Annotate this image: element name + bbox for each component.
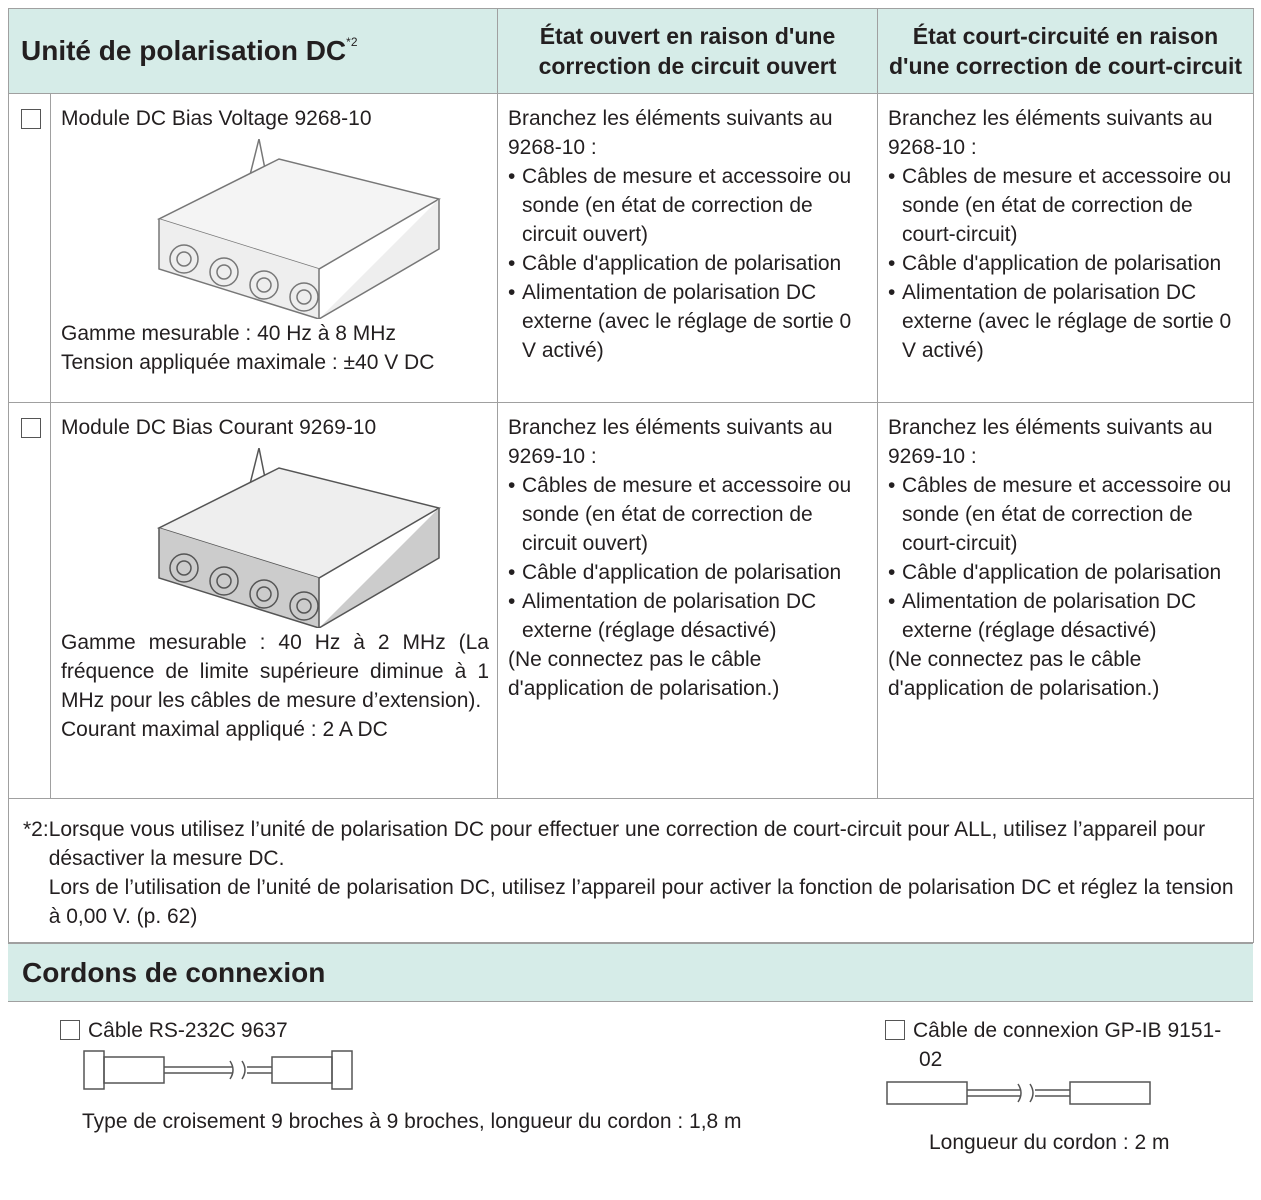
note: (Ne connectez pas le câble d'application… (888, 648, 1160, 700)
note: (Ne connectez pas le câble d'application… (508, 648, 780, 700)
intro: Branchez les éléments suivants au 9268-1… (888, 107, 1213, 159)
cord-desc: Longueur du cordon : 2 m (929, 1131, 1170, 1154)
cord-label: Câble RS-232C 9637 (88, 1019, 288, 1042)
checkbox[interactable] (21, 418, 41, 438)
row: Module DC Bias Courant 9269-10 Gamme mes… (8, 402, 1254, 799)
cord-label: Câble de connexion GP-IB 9151-02 (913, 1019, 1222, 1071)
checkbox[interactable] (60, 1020, 80, 1040)
section-title: Cordons de connexion (8, 943, 1253, 1002)
item: Alimentation de polarisation DC externe … (508, 278, 869, 365)
item: Câbles de mesure et accessoire ou sonde … (888, 162, 1245, 249)
intro: Branchez les éléments suivants au 9269-1… (888, 416, 1213, 468)
intro: Branchez les éléments suivants au 9269-1… (508, 416, 833, 468)
module-name: Module DC Bias Courant 9269-10 (61, 416, 377, 439)
spec: Courant maximal appliqué : 2 A DC (61, 718, 388, 741)
header-cell: État ouvert en raison d'une correction d… (497, 8, 878, 94)
module-name: Module DC Bias Voltage 9268-10 (61, 107, 372, 130)
item: Câbles de mesure et accessoire ou sonde … (888, 471, 1245, 558)
header-text: Unité de polarisation DC (21, 35, 347, 66)
item: Alimentation de polarisation DC externe … (888, 587, 1245, 645)
footnote-mark: *2: (23, 818, 49, 841)
footnote-text: Lorsque vous utilisez l’unité de polaris… (48, 818, 1206, 870)
spec: Gamme mesurable : 40 Hz à 2 MHz (La fréq… (61, 631, 489, 712)
header-row: Unité de polarisation DC*2 État ouvert e… (8, 8, 1254, 94)
item: Alimentation de polarisation DC externe … (508, 587, 869, 645)
item: Câbles de mesure et accessoire ou sonde … (508, 162, 869, 249)
checkbox[interactable] (885, 1020, 905, 1040)
cord-item: Câble RS-232C 9637 Type de croisement 9 … (60, 1016, 742, 1136)
row: Module DC Bias Voltage 9268-10 Gamme mes… (8, 93, 1254, 403)
header-cell: Unité de polarisation DC*2 (8, 8, 498, 94)
intro: Branchez les éléments suivants au 9268-1… (508, 107, 833, 159)
item: Câble d'application de polarisation (508, 558, 869, 587)
item: Câble d'application de polarisation (888, 249, 1245, 278)
item: Câble d'application de polarisation (508, 249, 869, 278)
item: Câbles de mesure et accessoire ou sonde … (508, 471, 869, 558)
cords: Câble RS-232C 9637 Type de croisement 9 … (8, 1002, 1253, 1165)
footnote-text: Lors de l’utilisation de l’unité de pola… (48, 876, 1234, 928)
cable-illustration (886, 1081, 1151, 1105)
item: Alimentation de polarisation DC externe … (888, 278, 1245, 365)
item: Câble d'application de polarisation (888, 558, 1245, 587)
cord-item: Câble de connexion GP-IB 9151-02 Longueu… (885, 1016, 1225, 1157)
cable-illustration (83, 1050, 353, 1090)
header-cell: État court-circuité en raison d'une corr… (877, 8, 1254, 94)
module-illustration (157, 448, 441, 628)
module-illustration (157, 139, 441, 319)
header-note: *2 (346, 35, 358, 49)
document: Unité de polarisation DC*2 État ouvert e… (8, 8, 1254, 1165)
footnote-row: *2: Lorsque vous utilisez l’unité de pol… (8, 798, 1254, 943)
spec: Gamme mesurable : 40 Hz à 8 MHz (61, 322, 396, 345)
cord-desc: Type de croisement 9 broches à 9 broches… (82, 1110, 742, 1133)
spec: Tension appliquée maximale : ±40 V DC (61, 351, 435, 374)
checkbox[interactable] (21, 109, 41, 129)
bias-table: Unité de polarisation DC*2 État ouvert e… (8, 8, 1254, 943)
